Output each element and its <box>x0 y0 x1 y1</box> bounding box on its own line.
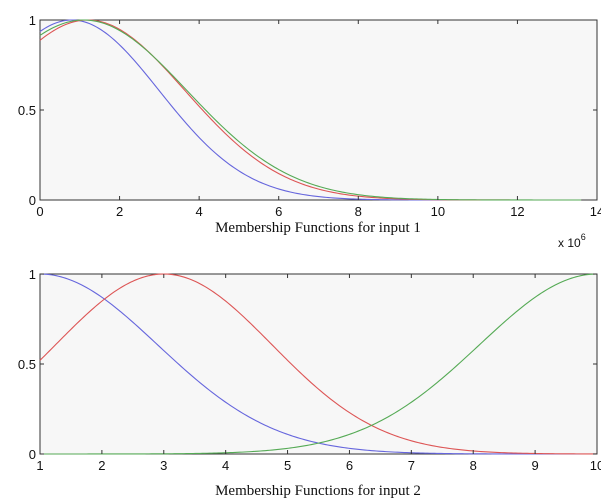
y-tick-label: 1 <box>29 267 36 282</box>
y-tick-label: 0.5 <box>18 103 36 118</box>
x-tick-label: 9 <box>531 458 538 473</box>
x-axis-ticks: 0 2 4 6 8 10 12 14 <box>36 20 601 219</box>
x-tick-label: 10 <box>431 204 445 219</box>
x-tick-label: 8 <box>470 458 477 473</box>
x-tick-label: 4 <box>196 204 203 219</box>
x-tick-label: 2 <box>98 458 105 473</box>
x-tick-label: 14 <box>590 204 601 219</box>
membership-curves <box>39 273 598 455</box>
x-tick-label: 4 <box>222 458 229 473</box>
x-axis-ticks: 1 2 3 4 5 6 7 8 9 10 <box>36 274 601 473</box>
x-tick-label: 10 <box>590 458 601 473</box>
x-tick-label: 7 <box>408 458 415 473</box>
x-tick-label: 5 <box>284 458 291 473</box>
x-tick-label: 6 <box>346 458 353 473</box>
plot-area <box>39 273 598 455</box>
y-tick-label: 1 <box>29 13 36 28</box>
series-line-1 <box>39 273 598 455</box>
y-tick-label: 0 <box>29 447 36 462</box>
x-axis-exponent: x 106 <box>558 232 586 250</box>
chart-input-1: 0 2 4 6 8 10 12 14 00.51 Membership Functions f… <box>18 13 601 250</box>
chart-caption: Membership Functions for input 2 <box>215 483 421 499</box>
x-tick-label: 6 <box>275 204 282 219</box>
series-line-2 <box>39 19 582 201</box>
y-tick-label: 0 <box>29 193 36 208</box>
series-line-2 <box>40 273 598 455</box>
y-axis-ticks: 00.51 <box>18 13 597 208</box>
x-tick-label: 3 <box>160 458 167 473</box>
x-tick-label: 8 <box>355 204 362 219</box>
x-tick-label: 1 <box>36 458 43 473</box>
x-tick-label: 0 <box>36 204 43 219</box>
chart-caption: Membership Functions for input 1 <box>215 220 421 236</box>
x-tick-label: 2 <box>116 204 123 219</box>
chart-input-2: 1 2 3 4 5 6 7 8 9 10 00.51 Membership Functions f… <box>18 267 601 499</box>
plot-area <box>39 19 598 201</box>
membership-curves <box>39 19 582 201</box>
y-tick-label: 0.5 <box>18 357 36 372</box>
x-tick-label: 12 <box>510 204 524 219</box>
y-axis-ticks: 00.51 <box>18 267 597 462</box>
